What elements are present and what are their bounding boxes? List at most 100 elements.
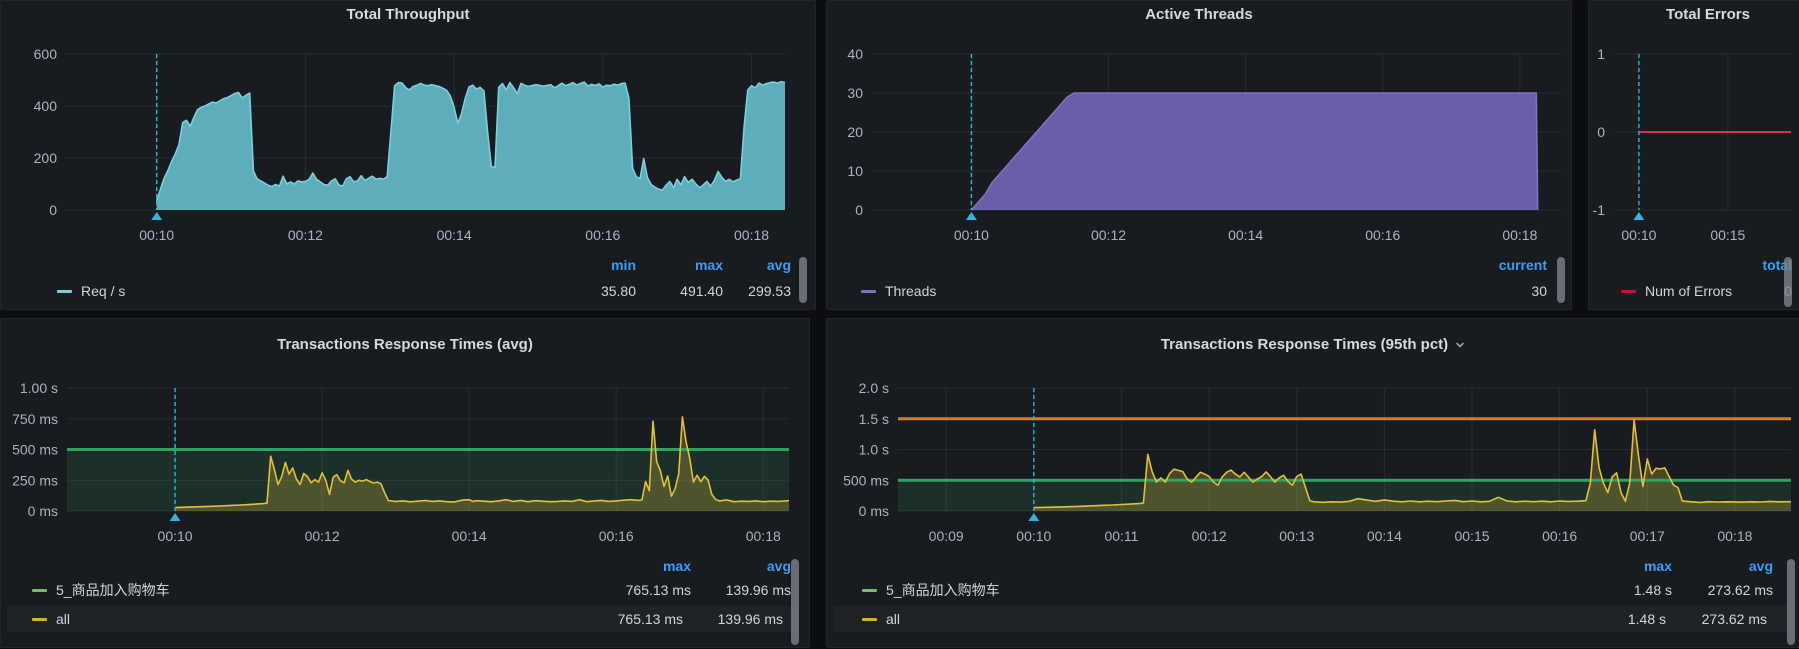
svg-text:0: 0 [49,202,57,218]
svg-text:200: 200 [34,150,58,166]
panel-title-text: Transactions Response Times (avg) [277,336,533,353]
panel-title-response-times-avg[interactable]: Transactions Response Times (avg) [1,335,809,355]
legend-scrollbar[interactable] [1787,559,1795,645]
svg-text:00:15: 00:15 [1710,227,1745,243]
svg-text:00:14: 00:14 [452,528,487,544]
svg-text:00:16: 00:16 [1542,528,1577,544]
svg-text:00:18: 00:18 [734,227,769,243]
legend-header: max avg [827,556,1799,576]
series-name[interactable]: Threads [885,283,937,299]
svg-text:00:10: 00:10 [1016,528,1051,544]
svg-text:400: 400 [34,98,58,114]
response-times-avg-chart[interactable]: 0 ms 250 ms 500 ms 750 ms 1.00 s 00:10 00:12 00… [1,319,811,649]
panel-title-text: Total Errors [1666,6,1750,23]
legend-value-current: 30 [1531,283,1547,299]
svg-text:0 ms: 0 ms [859,503,889,519]
panel-response-times-95pct: Transactions Response Times (95th pct) 0… [826,318,1799,648]
panel-total-errors: Total Errors -1 0 1 00:10 00:15 total Num of… [1588,0,1799,310]
svg-text:00:17: 00:17 [1630,528,1665,544]
legend-col-avg[interactable]: avg [766,558,791,574]
throughput-chart[interactable]: 0 200 400 600 00:10 00:12 00:14 00:16 00:18 [1,1,817,311]
svg-text:600: 600 [34,46,58,62]
svg-text:1.00 s: 1.00 s [20,380,58,396]
series-name[interactable]: Req / s [81,283,126,299]
total-errors-chart[interactable]: -1 0 1 00:10 00:15 [1589,1,1799,311]
svg-text:0: 0 [1597,124,1605,140]
active-threads-chart[interactable]: 0 10 20 30 40 00:10 00:12 00:14 00:16 00:18 [827,1,1573,311]
legend-value-max: 491.40 [680,283,723,299]
svg-text:00:11: 00:11 [1104,528,1138,544]
legend-scrollbar[interactable] [1557,257,1565,303]
series-color-dash [862,588,877,592]
series-name[interactable]: all [56,611,71,627]
legend-scrollbar[interactable] [1784,257,1792,307]
panel-title-active-threads[interactable]: Active Threads [827,5,1571,25]
panel-title-text: Total Throughput [346,6,470,23]
svg-text:00:14: 00:14 [1367,528,1402,544]
legend-row-transaction[interactable]: 5_商品加入购物车 1.48 s 273.62 ms [827,577,1799,603]
legend-col-min[interactable]: min [611,257,636,273]
legend-value-max: 765.13 ms [617,611,683,627]
svg-text:500 ms: 500 ms [12,442,58,458]
legend-col-avg[interactable]: avg [766,257,791,273]
svg-text:00:14: 00:14 [1228,227,1263,243]
series-color-dash [57,289,72,293]
svg-text:00:12: 00:12 [288,227,323,243]
legend-header: max avg [1,556,811,576]
svg-text:00:18: 00:18 [1502,227,1537,243]
panel-title-response-times-95pct[interactable]: Transactions Response Times (95th pct) [827,335,1799,355]
legend-col-max[interactable]: max [662,558,691,574]
svg-text:00:15: 00:15 [1454,528,1489,544]
legend-scrollbar[interactable] [791,559,799,645]
response-times-95pct-chart[interactable]: 0 ms 500 ms 1.0 s 1.5 s 2.0 s 00:09 00:10 00:11… [827,319,1799,649]
legend-row-all[interactable]: all 1.48 s 273.62 ms [833,606,1790,632]
legend-value-max: 1.48 s [1633,582,1672,598]
legend-value-avg: 273.62 ms [1707,582,1773,598]
legend-col-max[interactable]: max [694,257,723,273]
svg-text:00:18: 00:18 [746,528,781,544]
legend-col-current[interactable]: current [1498,257,1547,273]
legend-row-all[interactable]: all 765.13 ms 139.96 ms [7,606,797,632]
legend-row-threads[interactable]: Threads 30 [827,280,1573,302]
svg-text:0 ms: 0 ms [28,503,58,519]
svg-text:00:12: 00:12 [1091,227,1126,243]
svg-text:30: 30 [847,85,863,101]
legend-scrollbar[interactable] [799,257,807,303]
series-color-dash [1621,289,1636,293]
svg-text:500 ms: 500 ms [843,472,889,488]
svg-text:00:13: 00:13 [1279,528,1314,544]
legend-header: min max avg [1,255,817,275]
legend-row-num-of-errors[interactable]: Num of Errors 0 [1589,280,1799,302]
legend-value-avg: 139.96 ms [725,582,791,598]
series-name[interactable]: 5_商品加入购物车 [56,582,170,598]
legend-col-total[interactable]: total [1762,257,1792,273]
svg-text:10: 10 [847,163,863,179]
panel-title-total-errors[interactable]: Total Errors [1589,5,1799,25]
series-name[interactable]: Num of Errors [1645,283,1733,299]
panel-title-text: Active Threads [1145,6,1253,23]
legend-value-avg: 273.62 ms [1701,611,1767,627]
svg-text:1.5 s: 1.5 s [859,411,889,427]
series-name[interactable]: all [886,611,901,627]
legend-value-max: 765.13 ms [625,582,691,598]
legend-value-max: 1.48 s [1627,611,1666,627]
series-color-dash [862,617,877,621]
legend-row-req-s[interactable]: Req / s 35.80 491.40 299.53 [1,280,817,302]
svg-text:40: 40 [847,46,863,62]
legend-col-max[interactable]: max [1643,558,1672,574]
svg-text:00:10: 00:10 [158,528,193,544]
svg-text:20: 20 [847,124,863,140]
legend-value-avg: 299.53 [748,283,791,299]
series-name[interactable]: 5_商品加入购物车 [886,582,1000,598]
chevron-down-icon [1456,342,1464,348]
svg-text:00:14: 00:14 [437,227,472,243]
svg-text:00:10: 00:10 [954,227,989,243]
svg-text:1.0 s: 1.0 s [859,442,889,458]
svg-text:750 ms: 750 ms [12,411,58,427]
svg-text:00:12: 00:12 [1192,528,1227,544]
legend-col-avg[interactable]: avg [1748,558,1773,574]
svg-text:00:18: 00:18 [1717,528,1752,544]
panel-title-total-throughput[interactable]: Total Throughput [1,5,815,25]
legend-row-transaction[interactable]: 5_商品加入购物车 765.13 ms 139.96 ms [1,577,811,603]
svg-text:0: 0 [855,202,863,218]
